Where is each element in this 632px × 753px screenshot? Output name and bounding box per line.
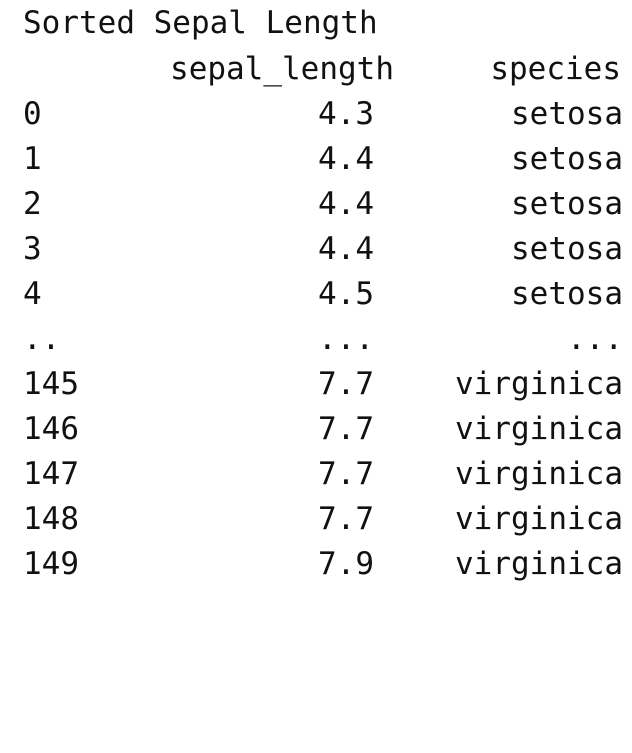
row-index: 2 (23, 186, 42, 222)
sepal-length-value: 4.3 (318, 96, 374, 132)
row-index: 3 (23, 231, 42, 267)
table-row: 146 7.7 virginica (23, 408, 623, 450)
table-row: 3 4.4 setosa (23, 228, 623, 270)
row-index: .. (23, 321, 61, 357)
species-value: setosa (511, 96, 623, 132)
sepal-length-value: 7.7 (318, 456, 374, 492)
row-index: 4 (23, 276, 42, 312)
table-row: 148 7.7 virginica (23, 498, 623, 540)
sepal-length-value: 7.7 (318, 366, 374, 402)
sepal-length-value: 7.9 (318, 546, 374, 582)
sepal-length-value: 4.5 (318, 276, 374, 312)
species-value: setosa (511, 276, 623, 312)
species-value: virginica (455, 456, 623, 492)
species-value: ... (567, 321, 623, 357)
row-index: 147 (23, 456, 79, 492)
table-row: 1 4.4 setosa (23, 138, 623, 180)
row-index: 1 (23, 141, 42, 177)
species-value: virginica (455, 546, 623, 582)
row-index: 145 (23, 366, 79, 402)
output-title: Sorted Sepal Length (23, 5, 378, 41)
sepal-length-value: 4.4 (318, 141, 374, 177)
table-row: 149 7.9 virginica (23, 543, 623, 585)
sepal-length-value: ... (318, 321, 374, 357)
column-header-species: species (490, 51, 621, 87)
table-row: 2 4.4 setosa (23, 183, 623, 225)
sepal-length-value: 7.7 (318, 411, 374, 447)
table-row: 0 4.3 setosa (23, 93, 623, 135)
species-value: setosa (511, 231, 623, 267)
table-row: 147 7.7 virginica (23, 453, 623, 495)
table-row: 145 7.7 virginica (23, 363, 623, 405)
column-header-sepal-length: sepal_length (170, 51, 394, 87)
species-value: setosa (511, 141, 623, 177)
table-row: 4 4.5 setosa (23, 273, 623, 315)
sepal-length-value: 4.4 (318, 231, 374, 267)
row-index: 149 (23, 546, 79, 582)
dataframe-output: Sorted Sepal Length sepal_length species… (23, 0, 623, 606)
sepal-length-value: 7.7 (318, 501, 374, 537)
table-header: sepal_length species (23, 48, 623, 90)
species-value: virginica (455, 366, 623, 402)
row-index: 148 (23, 501, 79, 537)
row-index: 0 (23, 96, 42, 132)
sepal-length-value: 4.4 (318, 186, 374, 222)
table-row-ellipsis: .. ... ... (23, 318, 623, 360)
species-value: setosa (511, 186, 623, 222)
species-value: virginica (455, 411, 623, 447)
species-value: virginica (455, 501, 623, 537)
row-index: 146 (23, 411, 79, 447)
